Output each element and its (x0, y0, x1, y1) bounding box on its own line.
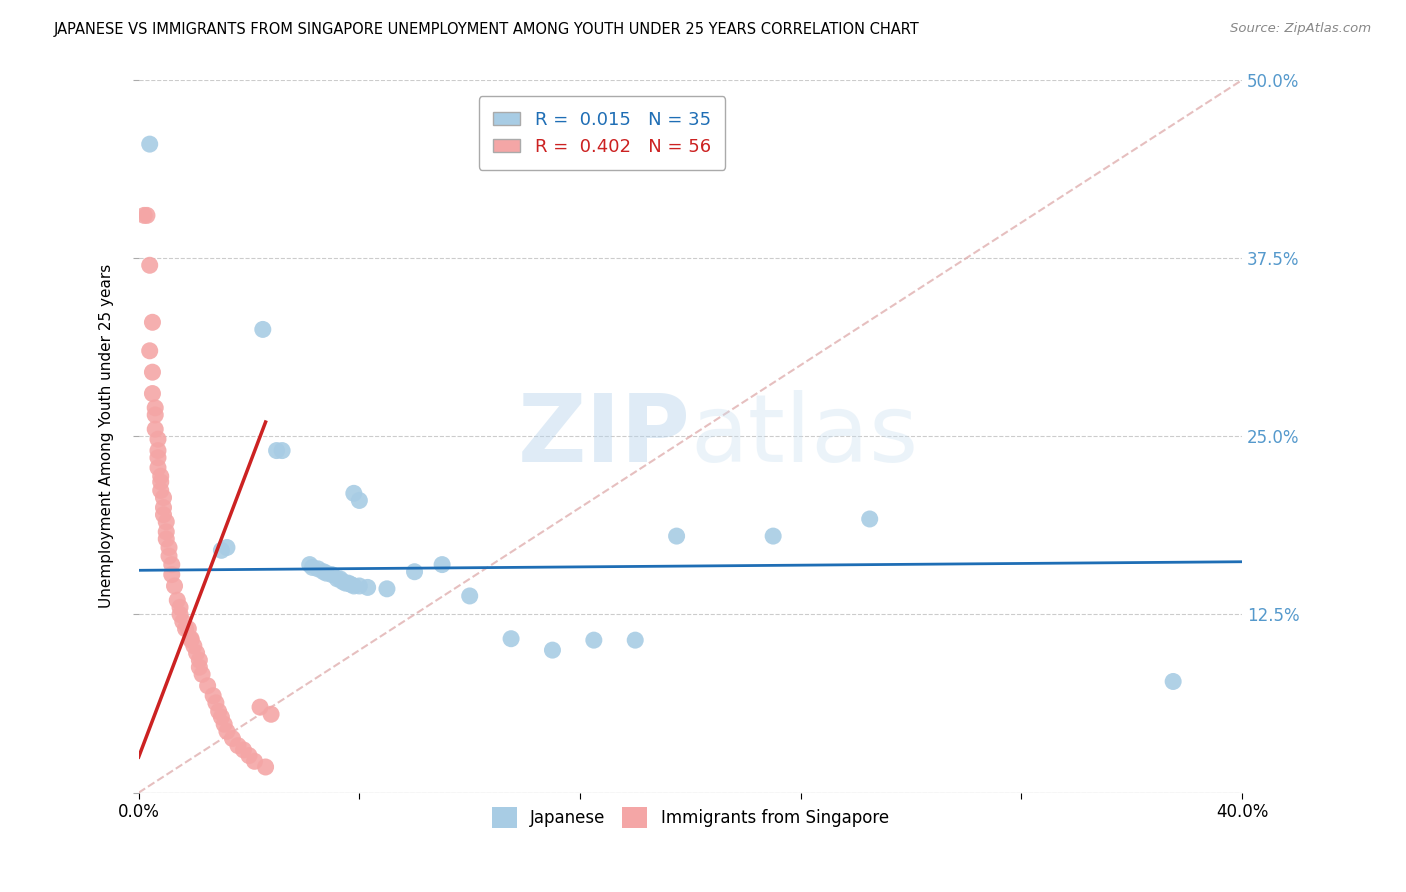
Point (149, 469, 172, 483)
Point (243, 754, 266, 768)
Point (349, 493, 371, 508)
Point (157, 549, 180, 563)
Point (307, 562, 329, 576)
Point (143, 422, 166, 436)
Point (335, 576, 357, 591)
Point (315, 566, 337, 581)
Point (208, 705, 231, 719)
Point (271, 443, 294, 458)
Point (404, 565, 426, 579)
Point (298, 558, 321, 572)
Point (238, 748, 260, 763)
Point (146, 460, 169, 475)
Point (340, 577, 363, 591)
Legend: Japanese, Immigrants from Singapore: Japanese, Immigrants from Singapore (485, 800, 896, 834)
Point (252, 322, 274, 336)
Point (212, 717, 235, 731)
Point (134, 208, 156, 222)
Point (149, 475, 172, 489)
Point (169, 607, 191, 622)
Point (332, 574, 354, 589)
Point (141, 386, 163, 401)
Point (221, 731, 243, 746)
Point (146, 450, 169, 465)
Point (160, 567, 183, 582)
Point (152, 500, 174, 515)
Point (624, 633, 647, 648)
Point (1161, 674, 1184, 689)
Point (665, 529, 688, 543)
Text: Source: ZipAtlas.com: Source: ZipAtlas.com (1230, 22, 1371, 36)
Text: JAPANESE VS IMMIGRANTS FROM SINGAPORE UNEMPLOYMENT AMONG YOUTH UNDER 25 YEARS CO: JAPANESE VS IMMIGRANTS FROM SINGAPORE UN… (53, 22, 920, 37)
Point (180, 633, 202, 648)
Point (136, 208, 159, 222)
Point (149, 483, 172, 498)
Point (155, 524, 177, 539)
Point (249, 700, 271, 714)
Point (191, 667, 214, 681)
Point (141, 315, 163, 329)
Point (152, 508, 174, 522)
Text: ZIP: ZIP (517, 391, 690, 483)
Point (174, 622, 197, 636)
Point (152, 491, 174, 505)
Point (177, 622, 200, 636)
Point (215, 541, 238, 555)
Point (501, 632, 523, 646)
Point (155, 515, 177, 529)
Point (582, 633, 605, 648)
Point (226, 739, 249, 753)
Point (301, 560, 323, 574)
Point (215, 724, 238, 739)
Point (146, 432, 169, 446)
Point (160, 558, 183, 572)
Point (188, 660, 211, 674)
Point (541, 643, 564, 657)
Point (186, 646, 208, 660)
Point (762, 529, 785, 543)
Point (169, 600, 191, 615)
Point (138, 343, 160, 358)
Point (260, 707, 283, 722)
Point (155, 532, 177, 546)
Point (157, 541, 180, 555)
Point (166, 593, 188, 607)
Point (254, 760, 277, 774)
Point (337, 576, 360, 591)
Point (138, 137, 160, 152)
Point (266, 443, 288, 458)
Point (430, 558, 453, 572)
Point (163, 579, 186, 593)
Point (209, 543, 232, 558)
Point (321, 567, 343, 582)
Point (143, 401, 166, 415)
Point (143, 408, 166, 422)
Point (343, 486, 366, 500)
Point (312, 565, 335, 579)
Point (859, 512, 882, 526)
Y-axis label: Unemployment Among Youth under 25 years: Unemployment Among Youth under 25 years (100, 264, 114, 608)
Text: atlas: atlas (690, 391, 918, 483)
Point (356, 581, 378, 595)
Point (172, 615, 194, 629)
Point (146, 443, 169, 458)
Point (141, 365, 163, 379)
Point (183, 639, 205, 653)
Point (343, 579, 366, 593)
Point (188, 653, 211, 667)
Point (326, 572, 349, 586)
Point (349, 579, 371, 593)
Point (180, 632, 202, 646)
Point (202, 689, 225, 703)
Point (329, 572, 352, 586)
Point (375, 582, 398, 596)
Point (458, 589, 481, 603)
Point (232, 743, 254, 757)
Point (209, 710, 232, 724)
Point (138, 258, 160, 272)
Point (205, 696, 228, 710)
Point (197, 679, 219, 693)
